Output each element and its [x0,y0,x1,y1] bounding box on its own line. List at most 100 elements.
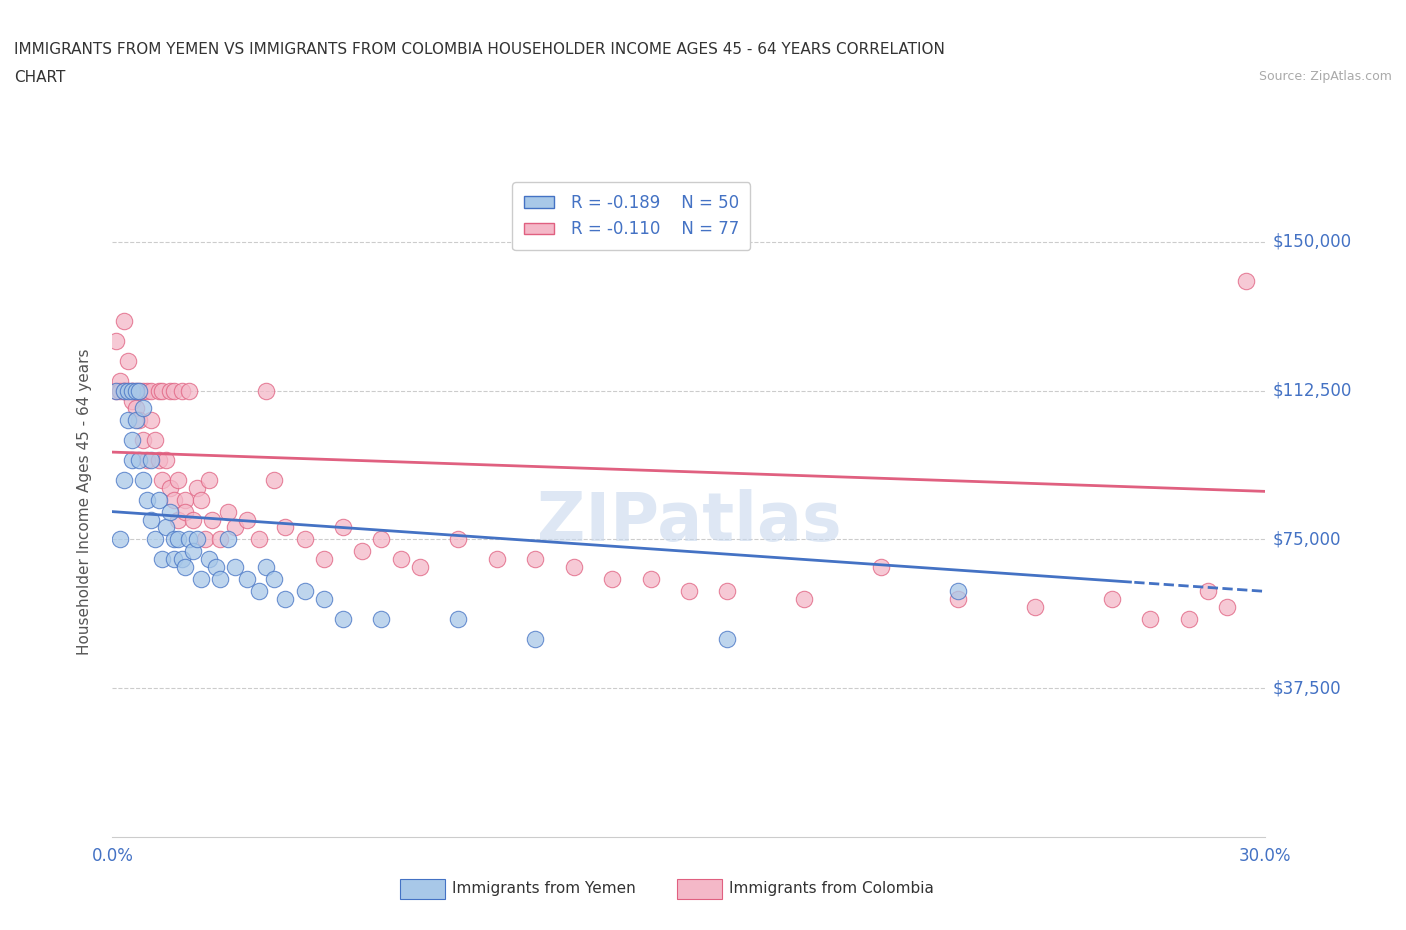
Point [121,393,143,408]
Point [132,401,155,416]
Legend: R = -0.189    N = 50, R = -0.110    N = 77: R = -0.189 N = 50, R = -0.110 N = 77 [512,182,751,250]
Point [159,383,181,398]
Point [179,532,201,547]
Point [485,551,508,566]
Point [139,383,162,398]
Point [678,583,700,598]
Point [112,472,135,487]
Point [112,383,135,398]
Point [163,532,186,547]
Point [143,532,166,547]
Point [209,532,232,547]
Point [108,373,131,388]
Point [121,432,143,447]
Text: ZIPatlas: ZIPatlas [537,489,841,555]
Text: Source: ZipAtlas.com: Source: ZipAtlas.com [1258,70,1392,83]
Point [170,383,193,398]
Point [332,611,354,626]
Point [143,432,166,447]
Point [108,383,131,398]
Point [274,591,297,606]
Point [186,532,208,547]
Point [136,383,159,398]
Point [224,520,246,535]
Point [181,544,204,559]
Point [155,520,177,535]
Point [312,591,335,606]
Point [112,383,135,398]
Point [105,383,128,398]
Text: $150,000: $150,000 [1272,232,1351,251]
Point [136,492,159,507]
Point [124,383,146,398]
Point [148,492,170,507]
Point [1024,600,1046,615]
Point [112,383,135,398]
Point [155,453,177,468]
Point [121,383,143,398]
Point [121,383,143,398]
Point [181,512,204,527]
Text: CHART: CHART [14,70,66,85]
Point [1216,600,1239,615]
Point [159,504,181,519]
Text: $112,500: $112,500 [1272,381,1351,400]
Point [148,383,170,398]
Text: Immigrants from Yemen: Immigrants from Yemen [453,881,636,896]
Point [139,453,162,468]
Point [117,353,139,368]
Point [174,560,197,575]
Point [174,492,197,507]
Point [332,520,354,535]
Text: $75,000: $75,000 [1272,530,1341,549]
Point [197,551,219,566]
Point [128,453,150,468]
Point [152,383,174,398]
Point [132,472,155,487]
Point [112,313,135,328]
Point [163,492,186,507]
Point [152,472,174,487]
Point [124,401,146,416]
Point [166,472,188,487]
Point [166,532,188,547]
Point [209,572,232,587]
Point [197,472,219,487]
Point [117,383,139,398]
Point [370,532,392,547]
Point [224,560,246,575]
Point [447,532,470,547]
Text: Immigrants from Colombia: Immigrants from Colombia [728,881,934,896]
Point [247,532,270,547]
Y-axis label: Householder Income Ages 45 - 64 years: Householder Income Ages 45 - 64 years [77,349,91,656]
Point [352,544,374,559]
Point [124,383,146,398]
Point [163,383,186,398]
Point [524,551,547,566]
Point [389,551,412,566]
Point [121,383,143,398]
Point [1234,274,1257,289]
Point [117,413,139,428]
Point [263,472,285,487]
Point [166,512,188,527]
Point [370,611,392,626]
Point [294,583,316,598]
Point [179,383,201,398]
Point [217,504,239,519]
Text: $37,500: $37,500 [1272,679,1341,698]
Point [312,551,335,566]
Point [447,611,470,626]
Point [139,413,162,428]
Point [274,520,297,535]
Point [121,453,143,468]
Point [186,481,208,496]
Point [600,572,623,587]
Point [117,383,139,398]
Point [716,583,738,598]
Point [409,560,432,575]
Point [128,413,150,428]
Point [1177,611,1199,626]
Point [136,453,159,468]
Point [170,551,193,566]
